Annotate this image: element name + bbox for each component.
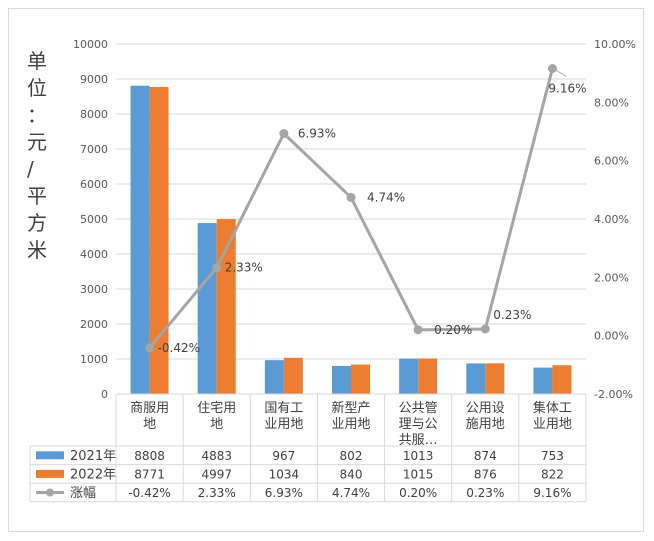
y-left-tick-label: 2000: [80, 318, 108, 331]
growth-marker: [279, 129, 289, 139]
table-cell-value: 876: [474, 467, 497, 481]
table-cell-value: 967: [272, 449, 295, 463]
table-cell-value: 6.93%: [265, 486, 303, 500]
y-right-tick-label: 8.00%: [594, 96, 629, 109]
y-left-tick-label: 8000: [80, 108, 108, 121]
category-label: 地: [143, 417, 156, 432]
table-cell-value: 874: [474, 449, 497, 463]
growth-marker: [547, 64, 557, 73]
growth-data-label: 4.74%: [367, 190, 405, 204]
category-label: 国有工: [264, 401, 303, 416]
y-axis-label-char: 方: [27, 211, 47, 235]
bar: [418, 358, 438, 394]
growth-data-label: 9.16%: [548, 82, 586, 96]
category-label: 施用地: [466, 417, 505, 432]
table-cell-value: 0.20%: [399, 486, 437, 500]
growth-data-label: 6.93%: [298, 127, 336, 141]
y-axis-label-char: ：: [27, 103, 47, 127]
y-left-tick-label: 1000: [80, 353, 108, 366]
legend-marker: [46, 488, 54, 497]
bar: [283, 357, 303, 394]
y-left-tick-label: 0: [101, 388, 108, 401]
bar: [399, 358, 419, 394]
growth-data-label: -0.42%: [158, 341, 200, 355]
y-axis-label-char: 元: [27, 130, 47, 154]
y-right-tick-label: 10.00%: [594, 38, 636, 51]
y-axis-label-char: 位: [27, 76, 47, 100]
bar: [351, 364, 370, 394]
table-cell-value: 840: [340, 467, 363, 481]
table-cell-value: 8808: [134, 449, 165, 463]
y-axis-label-char: 单: [27, 49, 47, 73]
bar: [552, 365, 572, 394]
growth-marker: [212, 263, 222, 273]
legend-swatch: [36, 451, 64, 460]
bar: [264, 360, 284, 394]
bar: [533, 367, 553, 394]
growth-data-label: 0.23%: [493, 308, 531, 322]
category-label: 新型产: [331, 400, 370, 416]
legend-swatch: [36, 469, 64, 478]
table-cell-value: 753: [541, 449, 564, 463]
legend-label: 2022年: [70, 467, 116, 482]
table-cell-value: 2.33%: [198, 486, 236, 500]
table-cell-value: 4883: [201, 449, 232, 463]
growth-marker: [145, 343, 155, 353]
y-left-tick-label: 6000: [80, 178, 108, 191]
category-label: 集体工: [533, 400, 572, 416]
category-label: 商服用: [130, 401, 169, 416]
y-right-tick-label: 0.00%: [594, 330, 629, 343]
bar: [332, 365, 351, 394]
bar: [216, 219, 236, 394]
chart-frame: 单位 ： 元 / 平方米: [8, 8, 644, 532]
bar: [466, 363, 486, 394]
table-cell-value: 822: [541, 467, 564, 481]
table-cell-value: 802: [340, 449, 363, 463]
y-left-tick-label: 4000: [80, 248, 108, 261]
y-right-tick-label: -2.00%: [594, 388, 633, 401]
y-axis-label-char: 米: [27, 238, 47, 262]
growth-marker: [413, 325, 423, 335]
bar: [130, 85, 150, 394]
label-leader: [556, 70, 567, 77]
table-cell-value: -0.42%: [128, 486, 170, 500]
category-label: 住宅用: [197, 401, 236, 416]
category-label: 理与公: [399, 417, 438, 432]
bar: [485, 363, 505, 394]
table-cell-value: 4997: [201, 467, 232, 481]
y-left-tick-label: 10000: [73, 38, 108, 51]
y-axis-label-char: /: [27, 157, 34, 181]
y-right-tick-label: 2.00%: [594, 271, 629, 284]
category-label: 业用地: [331, 417, 370, 432]
table-cell-value: 0.23%: [466, 486, 504, 500]
table-cell-value: 1015: [403, 467, 434, 481]
y-left-tick-label: 7000: [80, 143, 108, 156]
legend-label: 2021年: [70, 449, 116, 464]
y-right-tick-label: 4.00%: [594, 213, 629, 226]
growth-marker: [480, 324, 490, 334]
table-cell-value: 8771: [134, 467, 165, 481]
bar: [149, 87, 169, 394]
bar: [197, 223, 217, 394]
table-cell-value: 1013: [403, 449, 434, 463]
table-cell-value: 4.74%: [332, 486, 370, 500]
y-left-tick-label: 9000: [80, 73, 108, 86]
category-label: 业用地: [533, 417, 572, 432]
growth-data-label: 0.20%: [434, 323, 472, 337]
growth-data-label: 2.33%: [225, 261, 263, 275]
y-axis-label-char: 平: [27, 184, 47, 208]
category-label: 公用设: [466, 401, 505, 416]
y-left-tick-label: 5000: [80, 213, 108, 226]
category-label: 地: [210, 417, 223, 432]
y-left-tick-label: 3000: [80, 283, 108, 296]
table-cell-value: 9.16%: [533, 486, 571, 500]
category-label: 公共管: [399, 401, 438, 416]
legend-label: 涨幅: [70, 486, 96, 501]
y-right-tick-label: 6.00%: [594, 155, 629, 168]
growth-marker: [346, 192, 356, 202]
table-cell-value: 1034: [269, 467, 300, 481]
category-label: 共服…: [399, 433, 438, 448]
category-label: 业用地: [264, 417, 303, 432]
